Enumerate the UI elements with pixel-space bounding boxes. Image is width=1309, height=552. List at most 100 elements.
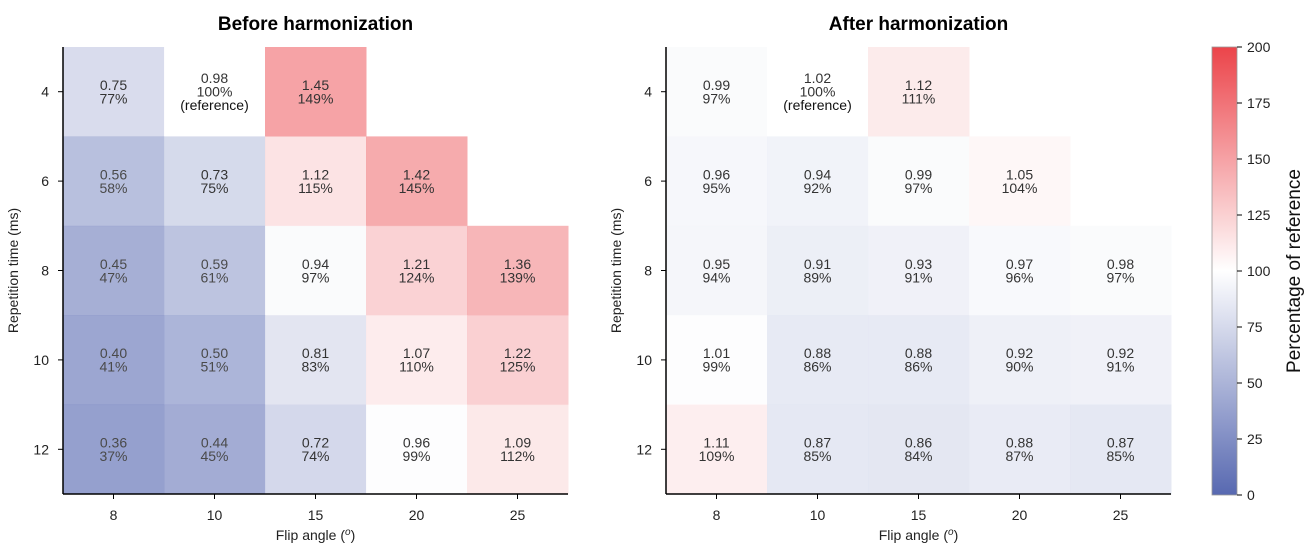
heatmap-cell — [366, 225, 468, 316]
heatmap-cell — [164, 47, 266, 137]
colorbar-tick-label: 25 — [1247, 431, 1263, 447]
cell-value-label: 0.88 86% — [803, 345, 831, 375]
heatmap-panel-before: 0.75 77% 0.98 100% (reference) 1.45 149% 0.56 58… — [5, 14, 569, 543]
colorbar-tick-label: 0 — [1247, 487, 1255, 503]
heatmap-cell — [666, 136, 768, 227]
cell-value-label: 0.96 95% — [702, 166, 730, 196]
heatmap-cell — [969, 404, 1071, 495]
heatmap-cell — [467, 404, 569, 495]
y-tick-label: 6 — [644, 173, 652, 189]
heatmap-cell — [164, 315, 266, 406]
cell-value-label: 1.05 104% — [1002, 166, 1038, 196]
cell-value-label: 1.09 112% — [500, 435, 535, 465]
cell-value-label: 1.36 139% — [500, 256, 536, 286]
heatmap-cell — [666, 225, 768, 316]
colorbar-tick-label: 200 — [1247, 39, 1271, 55]
cell-value-label: 0.56 58% — [99, 166, 127, 196]
heatmap-cell — [63, 404, 165, 495]
cell-value-label: 0.86 84% — [904, 435, 932, 465]
cell-value-label: 0.40 41% — [99, 345, 127, 375]
heatmap-cell — [467, 225, 569, 316]
cell-value-label: 0.97 96% — [1005, 256, 1033, 286]
x-axis-label: Flip angle (o) — [276, 527, 356, 543]
cell-value-label: 0.73 75% — [200, 166, 228, 196]
cell-value-label: 1.42 145% — [399, 166, 435, 196]
x-axis-label: Flip angle (o) — [879, 527, 959, 543]
heatmap-cell — [63, 136, 165, 227]
x-tick-label: 10 — [810, 507, 826, 523]
y-tick-label: 10 — [636, 352, 652, 368]
cell-value-label: 0.45 47% — [99, 256, 127, 286]
heatmap-cell — [265, 404, 367, 495]
cell-value-label: 0.94 92% — [803, 166, 831, 196]
colorbar-tick-label: 100 — [1247, 263, 1271, 279]
x-tick-label: 15 — [911, 507, 927, 523]
cell-value-label: 0.59 61% — [200, 256, 228, 286]
cell-value-label: 0.36 37% — [99, 435, 127, 465]
heatmap-cell — [265, 136, 367, 227]
chart-title: After harmonization — [829, 14, 1008, 35]
cell-value-label: 0.95 94% — [702, 256, 730, 286]
heatmap-cell — [868, 136, 970, 227]
heatmap-cell — [63, 315, 165, 406]
heatmap-cell — [969, 136, 1071, 227]
cell-value-label: 0.92 91% — [1106, 345, 1134, 375]
x-tick-label: 20 — [1012, 507, 1028, 523]
cell-value-label: 0.88 87% — [1005, 435, 1033, 465]
cell-value-label: 1.22 125% — [500, 345, 536, 375]
heatmap-cell — [366, 404, 468, 495]
y-tick-label: 8 — [41, 263, 49, 279]
colorbar-label: Percentage of reference — [1284, 169, 1305, 373]
colorbar — [1211, 46, 1238, 496]
cell-value-label: 1.12 115% — [298, 166, 333, 196]
heatmap-cell — [666, 404, 768, 495]
y-tick-label: 4 — [41, 84, 49, 100]
heatmap-cell — [666, 47, 768, 137]
cell-value-label: 0.93 91% — [904, 256, 932, 286]
heatmap-cell — [63, 225, 165, 316]
cell-value-label: 0.91 89% — [803, 256, 831, 286]
heatmap-cell — [265, 225, 367, 316]
cell-value-label: 0.99 97% — [702, 77, 730, 107]
heatmap-cell — [265, 315, 367, 406]
chart-title: Before harmonization — [218, 14, 413, 35]
cell-value-label: 1.21 124% — [399, 256, 435, 286]
heatmap-cell — [767, 315, 869, 406]
x-tick-label: 25 — [510, 507, 526, 523]
heatmap-cell — [767, 225, 869, 316]
heatmap-cell — [265, 47, 367, 137]
heatmap-cell — [767, 404, 869, 495]
colorbar-tick-label: 150 — [1247, 151, 1271, 167]
cell-value-label: 0.88 86% — [904, 345, 932, 375]
heatmap-cell — [969, 225, 1071, 316]
x-tick-label: 8 — [110, 507, 118, 523]
y-axis-label: Repetition time (ms) — [5, 208, 21, 333]
cell-value-label: 1.01 99% — [702, 345, 730, 375]
cell-value-label: 0.87 85% — [1106, 435, 1134, 465]
cell-value-label: 0.44 45% — [200, 435, 228, 465]
x-tick-label: 15 — [308, 507, 324, 523]
cell-value-label: 0.87 85% — [803, 435, 831, 465]
cell-value-label: 0.94 97% — [301, 256, 329, 286]
colorbar-tick-label: 75 — [1247, 319, 1263, 335]
y-tick-label: 6 — [41, 173, 49, 189]
y-tick-label: 12 — [636, 441, 652, 457]
heatmap-cell — [868, 47, 970, 137]
y-tick-label: 12 — [33, 441, 49, 457]
heatmap-cell — [366, 136, 468, 227]
cell-value-label: 1.07 110% — [399, 345, 434, 375]
heatmap-cell — [366, 315, 468, 406]
heatmap-cell — [868, 404, 970, 495]
heatmap-cell — [1070, 315, 1172, 406]
x-tick-label: 10 — [207, 507, 223, 523]
heatmap-cell — [767, 136, 869, 227]
heatmap-panel-after: 0.99 97% 1.02 100% (reference) 1.12 111% 0.96 95… — [608, 14, 1172, 543]
cell-value-label: 0.99 97% — [904, 166, 932, 196]
heatmap-cell — [868, 225, 970, 316]
heatmap-cell — [666, 315, 768, 406]
heatmap-cell — [164, 404, 266, 495]
cell-value-label: 1.02 100% (reference) — [783, 70, 851, 113]
cell-value-label: 1.45 149% — [298, 77, 334, 107]
